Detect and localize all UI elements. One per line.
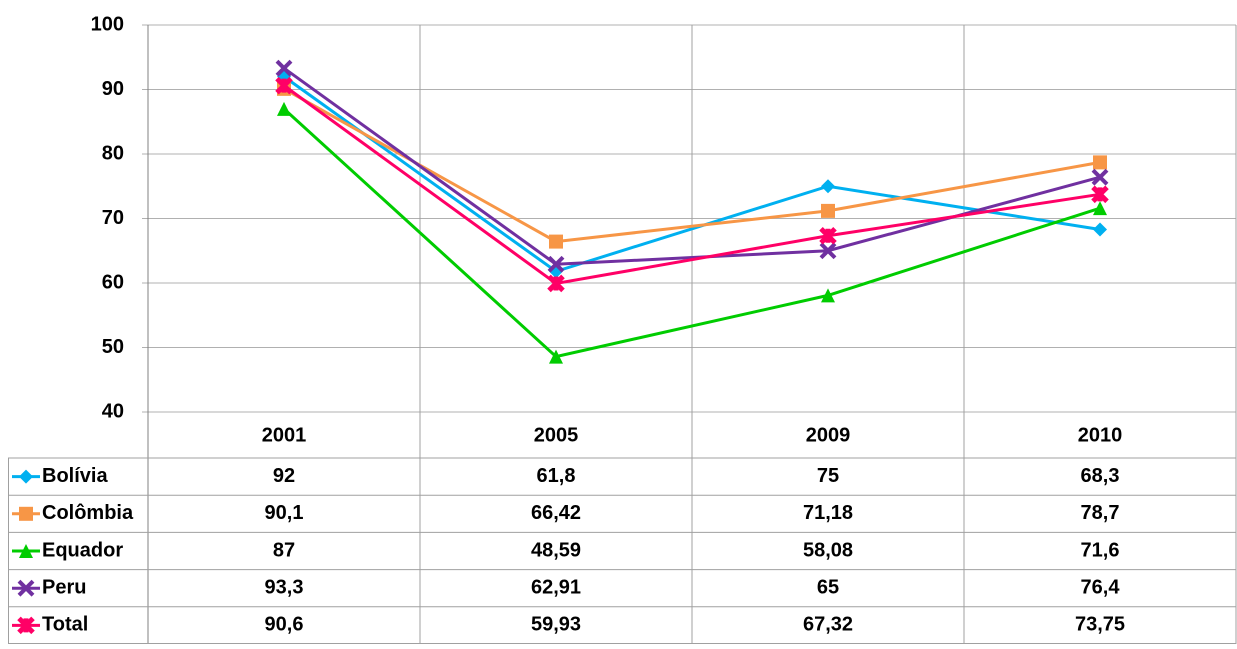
table-cell: 65 [817, 576, 839, 598]
x-tick-label: 2009 [806, 424, 851, 446]
legend-label: Equador [42, 539, 123, 561]
table-cell: 62,91 [531, 576, 581, 598]
marker [819, 227, 837, 245]
marker [821, 179, 835, 194]
table-cell: 76,4 [1081, 576, 1121, 598]
legend-label: Colômbia [42, 502, 134, 524]
marker [1093, 222, 1107, 237]
table-cell: 68,3 [1081, 465, 1120, 487]
y-tick-label: 70 [102, 207, 124, 229]
table-cell: 93,3 [265, 576, 304, 598]
y-tick-label: 90 [102, 78, 124, 100]
y-tick-label: 40 [102, 400, 124, 422]
y-tick-label: 50 [102, 336, 124, 358]
marker [17, 616, 35, 635]
table-cell: 90,1 [265, 502, 304, 524]
table-cell: 61,8 [537, 465, 576, 487]
marker [549, 349, 563, 364]
marker [275, 59, 293, 77]
legend-label: Peru [42, 576, 86, 598]
table-cell: 71,18 [803, 502, 853, 524]
y-tick-label: 80 [102, 142, 124, 164]
table-cell: 87 [273, 539, 295, 561]
marker [819, 242, 837, 260]
series-line [283, 75, 1101, 274]
marker [19, 506, 33, 521]
y-tick-label: 60 [102, 271, 124, 293]
series-line [282, 107, 1101, 359]
marker [821, 288, 835, 303]
table-cell: 58,08 [803, 539, 853, 561]
table-cell: 90,6 [265, 614, 304, 636]
table-cell: 75 [817, 465, 839, 487]
marker [1091, 185, 1109, 204]
legend-label: Bolívia [42, 465, 108, 487]
marker [821, 203, 835, 218]
y-tick-label: 100 [91, 13, 124, 35]
marker [1093, 155, 1107, 170]
table-cell: 48,59 [531, 539, 581, 561]
marker [1093, 201, 1107, 216]
table-cell: 78,7 [1081, 502, 1120, 524]
table-cell: 73,75 [1075, 614, 1125, 636]
marker [547, 274, 565, 293]
series-line [283, 84, 1101, 286]
table-cell: 66,42 [531, 502, 581, 524]
x-tick-label: 2010 [1078, 424, 1123, 446]
marker [1091, 168, 1109, 186]
table-cell: 92 [273, 465, 295, 487]
marker [19, 469, 33, 484]
x-tick-label: 2005 [534, 424, 579, 446]
table-cell: 71,6 [1081, 539, 1120, 561]
marker [275, 76, 293, 95]
x-tick-label: 2001 [262, 424, 307, 446]
table-cell: 67,32 [803, 614, 853, 636]
legend-label: Total [42, 614, 88, 636]
marker [547, 255, 565, 273]
marker [277, 101, 291, 116]
marker [17, 579, 35, 597]
marker [19, 544, 33, 558]
table-cell: 59,93 [531, 614, 581, 636]
marker [549, 234, 563, 249]
